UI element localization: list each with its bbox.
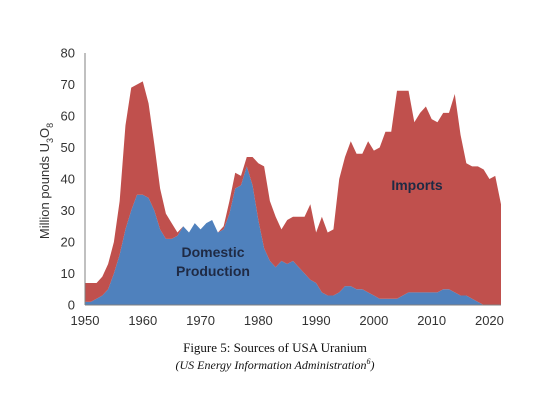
area-imports [85, 81, 501, 305]
x-tick-label: 2000 [359, 313, 388, 328]
y-tick-label: 70 [61, 77, 75, 92]
figure-caption: Figure 5: Sources of USA Uranium [183, 340, 367, 355]
x-tick-labels: 1950 1960 1970 1980 1990 2000 2010 2020 [71, 313, 504, 328]
y-tick-label: 30 [61, 203, 75, 218]
x-tick-label: 2020 [475, 313, 504, 328]
y-tick-label: 20 [61, 235, 75, 250]
stacked-areas [85, 81, 501, 305]
x-tick-label: 2010 [417, 313, 446, 328]
imports-annotation: Imports [391, 177, 443, 193]
axes [84, 53, 501, 306]
y-tick-label: 40 [61, 172, 75, 187]
figure-source-ref: 6 [366, 357, 371, 366]
x-tick-label: 1970 [186, 313, 215, 328]
uranium-sources-chart: 1950 1960 1970 1980 1990 2000 2010 2020 0 10 20 30… [37, 46, 504, 329]
y-tick-label: 50 [61, 140, 75, 155]
figure-source: (US Energy Information Administration6) [175, 357, 375, 372]
production-annotation: Production [176, 263, 250, 279]
figure-source-text: US Energy Information Administration [179, 358, 367, 372]
x-tick-label: 1960 [128, 313, 157, 328]
domestic-annotation: Domestic [181, 244, 244, 260]
x-tick-label: 1950 [71, 313, 100, 328]
y-tick-label: 10 [61, 266, 75, 281]
y-tick-label: 80 [61, 46, 75, 61]
x-tick-label: 1980 [244, 313, 273, 328]
area-domestic-production [85, 166, 501, 305]
x-tick-label: 1990 [302, 313, 331, 328]
y-axis-label: Million pounds U3O8 [37, 123, 55, 239]
y-tick-label: 0 [68, 298, 75, 313]
y-tick-label: 60 [61, 109, 75, 124]
y-tick-labels: 0 10 20 30 40 50 60 70 80 [61, 46, 75, 313]
